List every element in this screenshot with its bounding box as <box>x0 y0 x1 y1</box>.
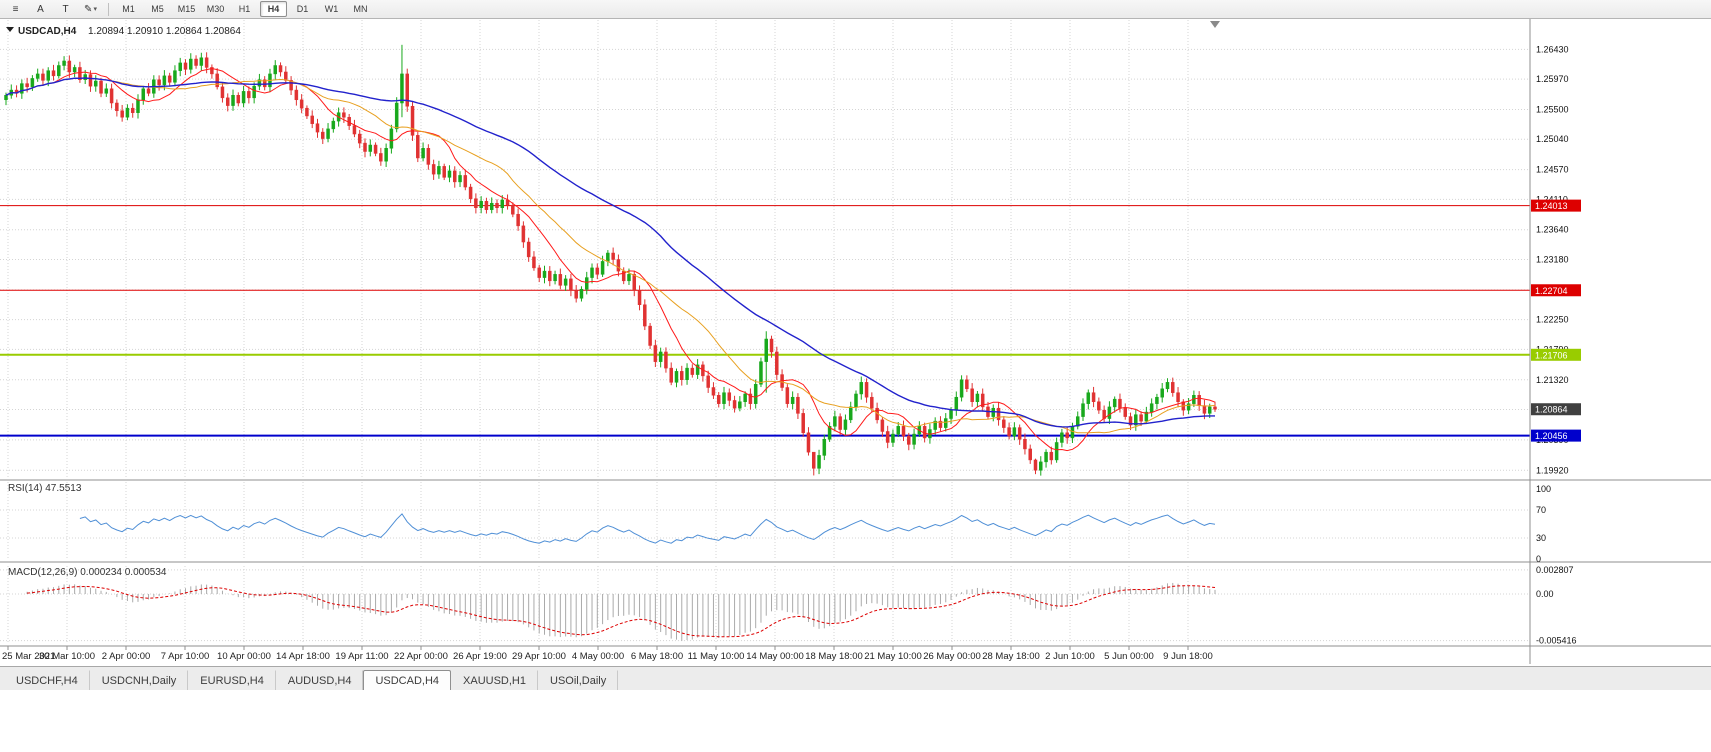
rsi-axis-label: 70 <box>1536 505 1546 515</box>
timeframe-h4-button[interactable]: H4 <box>260 1 287 17</box>
time-axis-label: 28 May 18:00 <box>982 651 1040 662</box>
chart-tab-usdcad-h4[interactable]: USDCAD,H4 <box>363 670 452 691</box>
price-axis-label: 1.23180 <box>1536 254 1569 264</box>
chart-title-ohlc: 1.20894 1.20910 1.20864 1.20864 <box>88 26 241 37</box>
bottom-strip <box>0 690 1711 752</box>
time-axis-label: 26 May 00:00 <box>923 651 981 662</box>
chart-tab-xauusd-h1[interactable]: XAUUSD,H1 <box>451 670 538 690</box>
timeframe-m30-button[interactable]: M30 <box>206 4 225 14</box>
time-axis-label: 22 Apr 00:00 <box>394 651 448 662</box>
price-axis-label: 1.25040 <box>1536 134 1569 144</box>
level-price-badge: 1.20456 <box>1531 429 1581 442</box>
time-axis-label: 14 Apr 18:00 <box>276 651 330 662</box>
time-axis-label: 29 Apr 10:00 <box>512 651 566 662</box>
timeframe-m15-button[interactable]: M15 <box>177 4 196 14</box>
macd-axis-label: 0.00 <box>1536 589 1554 599</box>
current-price-badge: 1.20864 <box>1531 403 1581 416</box>
chart-tab-usdcnh-daily[interactable]: USDCNH,Daily <box>90 670 189 690</box>
chart-background <box>0 19 1711 666</box>
candlesticks <box>4 44 1217 476</box>
time-axis-label: 7 Apr 10:00 <box>161 651 210 662</box>
tool-buttons: ≡ A T ✎ ▾ <box>3 1 103 18</box>
timeframe-m1-button[interactable]: M1 <box>122 4 135 14</box>
toolbar-separator <box>108 2 109 16</box>
rsi-indicator-label: RSI(14) 47.5513 <box>8 483 82 494</box>
rsi-axis-label: 100 <box>1536 484 1551 494</box>
chart-tab-usoil-daily[interactable]: USOil,Daily <box>538 670 619 690</box>
chart-tab-usdchf-h4[interactable]: USDCHF,H4 <box>4 670 90 690</box>
draw-tool-button[interactable]: ✎ ▾ <box>84 3 97 15</box>
time-axis-label: 9 Jun 18:00 <box>1163 651 1213 662</box>
macd-indicator-label: MACD(12,26,9) 0.000234 0.000534 <box>8 567 167 578</box>
timeframe-h1-button[interactable]: H1 <box>238 4 251 14</box>
price-axis-label: 1.19920 <box>1536 465 1569 475</box>
chart-tab-eurusd-h4[interactable]: EURUSD,H4 <box>188 670 276 690</box>
svg-text:1.24013: 1.24013 <box>1535 201 1568 211</box>
time-axis-label: 19 Apr 11:00 <box>335 651 388 662</box>
macd-axis-label: 0.002807 <box>1536 565 1574 575</box>
price-axis-label: 1.24110 <box>1536 194 1568 204</box>
ma-fast-line <box>5 67 1216 452</box>
time-axis-label: 18 May 18:00 <box>805 651 863 662</box>
price-axis-label: 1.23640 <box>1536 225 1569 235</box>
macd-signal-line <box>27 585 1216 638</box>
chart-tab-bar: USDCHF,H4 USDCNH,Daily EURUSD,H4 AUDUSD,H4 U… <box>0 666 1711 691</box>
price-axis-label: 1.21320 <box>1536 375 1569 385</box>
time-axis-label: 2 Apr 00:00 <box>102 651 151 662</box>
text-tool-button[interactable]: T <box>62 3 69 15</box>
price-axis-label: 1.24570 <box>1536 165 1569 175</box>
time-axis-label: 4 May 00:00 <box>572 651 624 662</box>
time-axis-label: 6 May 18:00 <box>631 651 683 662</box>
timeframe-mn-button[interactable]: MN <box>353 4 368 14</box>
main-chart-svg: 1.26430 1.25970 1.25500 1.25040 1.24570 1.241… <box>0 19 1711 666</box>
level-price-badge: 1.21706 <box>1531 348 1581 361</box>
svg-text:1.21706: 1.21706 <box>1535 350 1568 360</box>
time-axis-label: 21 May 10:00 <box>864 651 922 662</box>
svg-text:1.22704: 1.22704 <box>1535 286 1568 296</box>
time-axis-label: 11 May 10:00 <box>688 651 745 662</box>
price-axis-label: 1.25970 <box>1536 74 1569 84</box>
dropdown-caret-icon[interactable]: ▾ <box>93 6 97 13</box>
cursor-tool-button[interactable]: A <box>37 3 44 15</box>
time-axis-label: 2 Jun 10:00 <box>1045 651 1095 662</box>
rsi-line <box>79 513 1216 544</box>
timeframe-w1-button[interactable]: W1 <box>324 4 339 14</box>
time-axis-label: 30 Mar 10:00 <box>39 651 95 662</box>
rsi-axis-label: 30 <box>1536 533 1546 543</box>
macd-axis-label: -0.005416 <box>1536 636 1577 646</box>
macd-histogram <box>26 582 1216 641</box>
time-axis-label: 26 Apr 19:00 <box>453 651 507 662</box>
price-axis-label: 1.22250 <box>1536 315 1569 325</box>
time-axis-label: 5 Jun 00:00 <box>1104 651 1154 662</box>
top-toolbar: ≡ A T ✎ ▾ M1 M5 M15 M30 H1 H4 D1 W1 MN <box>0 0 1711 19</box>
svg-text:1.20864: 1.20864 <box>1535 405 1568 415</box>
time-axis-label: 14 May 00:00 <box>746 651 804 662</box>
price-axis-label: 1.26430 <box>1536 44 1569 54</box>
level-price-badge: 1.24013 <box>1531 199 1581 212</box>
chart-title-symbol: USDCAD,H4 <box>18 26 77 37</box>
time-axis-label: 25 Mar 2021 <box>2 651 55 662</box>
price-axis-label: 1.25500 <box>1536 104 1569 114</box>
chart-tab-audusd-h4[interactable]: AUDUSD,H4 <box>276 670 364 690</box>
svg-text:1.20456: 1.20456 <box>1535 431 1568 441</box>
rsi-axis-label: 0 <box>1536 554 1541 564</box>
timeframe-d1-button[interactable]: D1 <box>296 4 309 14</box>
time-axis-label: 10 Apr 00:00 <box>217 651 271 662</box>
chart-shift-marker[interactable] <box>1210 21 1220 28</box>
ma-slow-line <box>5 77 1215 428</box>
level-price-badge: 1.22704 <box>1531 284 1581 297</box>
ma-mid-line <box>5 77 1216 434</box>
timeframe-buttons: M1 M5 M15 M30 H1 H4 D1 W1 MN <box>114 1 375 17</box>
price-axis[interactable]: 1.26430 1.25970 1.25500 1.25040 1.24570 1.241… <box>1529 19 1581 664</box>
timeframe-m5-button[interactable]: M5 <box>151 4 164 14</box>
menu-icon-button[interactable]: ≡ <box>12 3 19 15</box>
symbol-dropdown-icon[interactable] <box>6 27 14 32</box>
